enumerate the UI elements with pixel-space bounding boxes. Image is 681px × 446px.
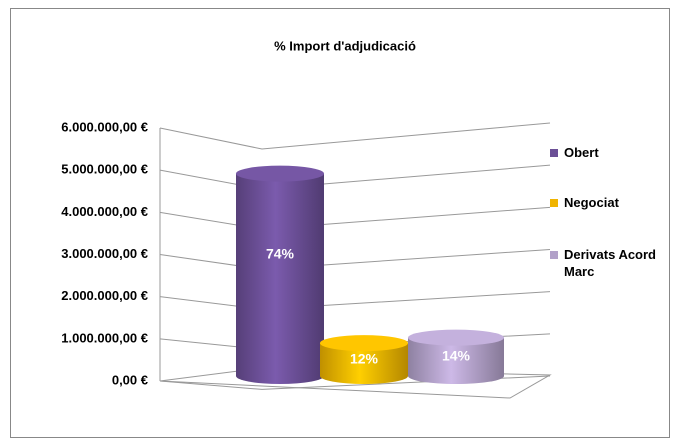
legend-label: Derivats Acord Marc bbox=[564, 247, 656, 279]
legend-label: Obert bbox=[564, 145, 599, 160]
data-label: 74% bbox=[266, 246, 295, 262]
y-tick-label: 1.000.000,00 € bbox=[61, 330, 148, 345]
legend-swatch bbox=[550, 149, 558, 157]
bar-top bbox=[320, 335, 408, 352]
bar bbox=[320, 343, 408, 384]
chart-title: % Import d'adjudicació bbox=[274, 38, 416, 53]
legend-swatch bbox=[550, 251, 558, 259]
y-tick-label: 2.000.000,00 € bbox=[61, 288, 148, 303]
y-tick-label: 0,00 € bbox=[112, 372, 148, 387]
y-tick-label: 3.000.000,00 € bbox=[61, 246, 148, 261]
legend-label: Negociat bbox=[564, 195, 619, 210]
y-tick-label: 5.000.000,00 € bbox=[61, 162, 148, 177]
bar-top bbox=[236, 165, 324, 182]
y-tick-label: 6.000.000,00 € bbox=[61, 119, 148, 134]
data-label: 14% bbox=[442, 348, 471, 364]
bar-top bbox=[408, 329, 504, 346]
data-label: 12% bbox=[350, 350, 379, 366]
legend-swatch bbox=[550, 199, 558, 207]
grid-line bbox=[159, 122, 551, 150]
y-tick-label: 4.000.000,00 € bbox=[61, 204, 148, 219]
bar bbox=[408, 337, 504, 384]
bar bbox=[236, 173, 324, 384]
